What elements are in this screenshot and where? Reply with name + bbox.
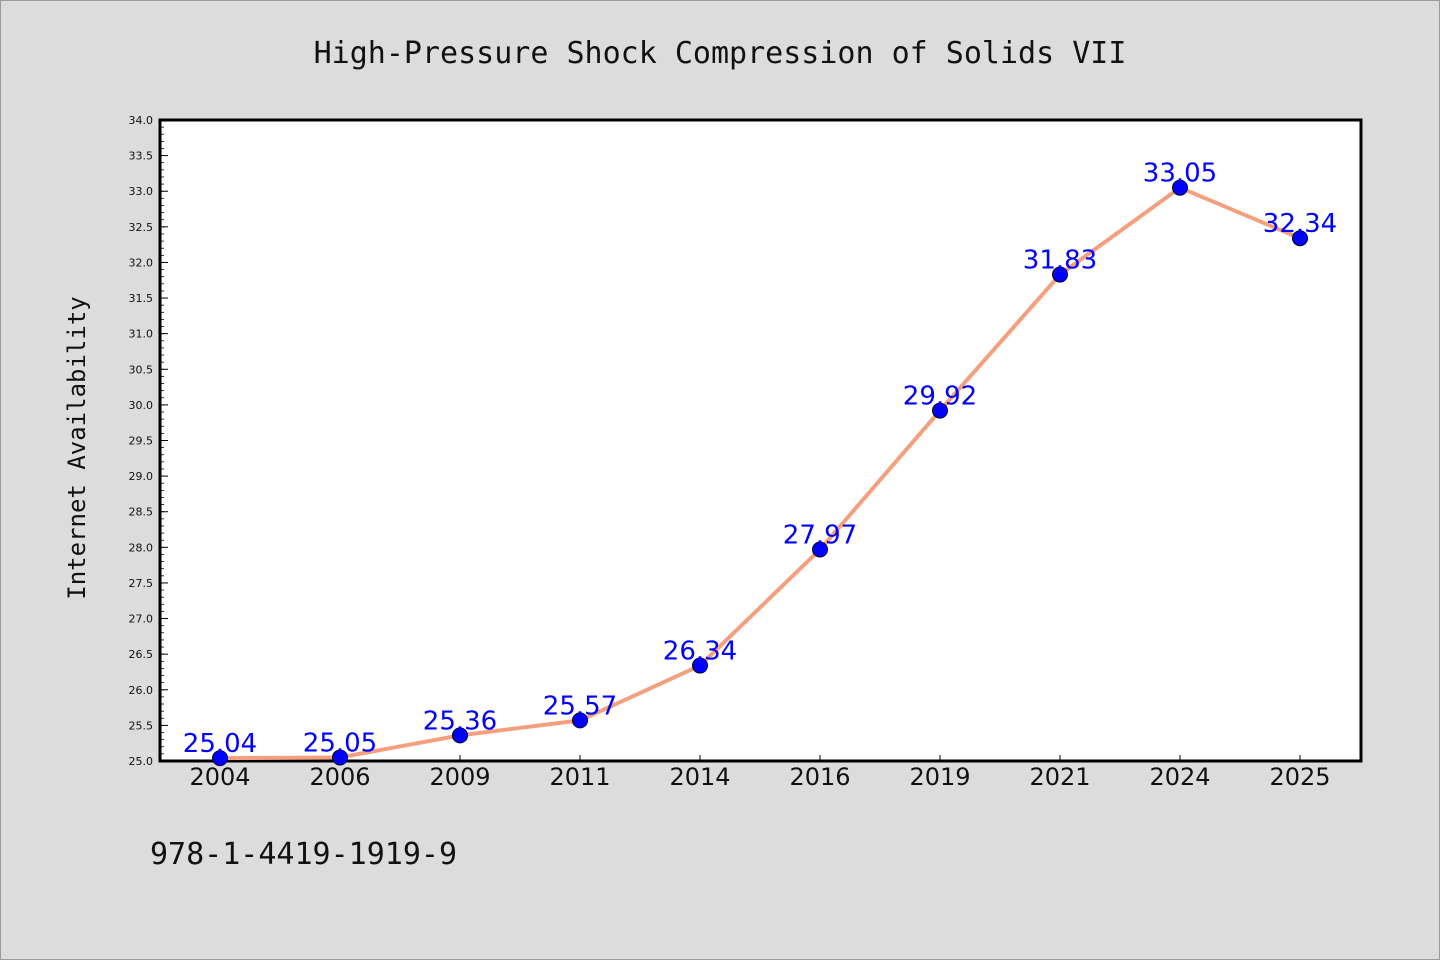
x-tick-label: 2025 xyxy=(1269,763,1330,791)
data-point xyxy=(212,750,228,767)
data-label: 27.97 xyxy=(783,520,857,550)
y-tick-label: 26.5 xyxy=(129,648,154,661)
y-tick-label: 27.0 xyxy=(129,613,154,626)
y-tick-label: 31.0 xyxy=(129,328,154,341)
y-tick-label: 30.0 xyxy=(129,399,154,412)
y-tick-label: 34.0 xyxy=(129,114,154,127)
data-point xyxy=(932,402,948,419)
series-line-group: 25.04 25.05 25.36 25.57 26.34 27.97 29.92 31.83… xyxy=(183,159,1337,767)
y-tick-label: 32.5 xyxy=(129,221,154,234)
data-label: 31.83 xyxy=(1023,246,1097,276)
y-tick-label: 33.5 xyxy=(129,150,154,163)
y-tick-label: 28.5 xyxy=(129,506,154,519)
data-label: 25.05 xyxy=(303,728,377,758)
y-tick-label: 27.5 xyxy=(129,577,154,590)
x-tick-label: 2014 xyxy=(669,763,730,791)
y-tick-label: 26.0 xyxy=(129,684,154,697)
x-tick-label: 2024 xyxy=(1149,763,1210,791)
data-point xyxy=(332,749,348,766)
x-tick-label: 2006 xyxy=(309,763,370,791)
data-label: 25.04 xyxy=(183,729,257,759)
x-tick-label: 2009 xyxy=(429,763,490,791)
y-tick-label: 31.5 xyxy=(129,292,154,305)
data-point xyxy=(1172,179,1188,196)
plot-area xyxy=(158,118,1363,763)
data-point xyxy=(572,712,588,729)
data-point xyxy=(1292,230,1308,247)
data-point xyxy=(452,727,468,744)
y-axis-label: Internet Availability xyxy=(63,296,91,599)
y-axis: 25.0 25.5 26.0 26.5 27.0 27.5 28.0 28.5 29.0 29.5… xyxy=(129,114,168,768)
y-tick-label: 29.0 xyxy=(129,470,154,483)
x-tick-label: 2004 xyxy=(189,763,250,791)
data-label: 26.34 xyxy=(663,637,737,667)
y-tick-label: 30.5 xyxy=(129,363,154,376)
x-tick-label: 2011 xyxy=(549,763,610,791)
y-tick-label: 25.0 xyxy=(129,755,154,768)
y-tick-label: 25.5 xyxy=(129,719,154,732)
y-tick-label: 32.0 xyxy=(129,256,154,269)
y-tick-label: 29.5 xyxy=(129,435,154,448)
y-tick-label: 33.0 xyxy=(129,185,154,198)
isbn-text: 978-1-4419-1919-9 xyxy=(150,837,457,872)
y-tick-label: 28.0 xyxy=(129,541,154,554)
x-axis: 2004 2006 2009 2011 2014 2016 2019 2021 2024 2025 xyxy=(189,755,1331,791)
data-point xyxy=(1052,266,1068,283)
data-point xyxy=(692,657,708,674)
x-tick-label: 2016 xyxy=(789,763,850,791)
data-label: 32.34 xyxy=(1263,209,1337,239)
data-label: 33.05 xyxy=(1143,159,1217,189)
series-line xyxy=(219,185,1301,761)
x-tick-label: 2019 xyxy=(909,763,970,791)
data-point xyxy=(812,541,828,558)
data-label: 25.57 xyxy=(543,691,617,721)
chart-title: High-Pressure Shock Compression of Solid… xyxy=(314,36,1127,71)
x-tick-label: 2021 xyxy=(1029,763,1090,791)
data-label: 25.36 xyxy=(423,706,497,736)
data-label: 29.92 xyxy=(903,382,977,412)
